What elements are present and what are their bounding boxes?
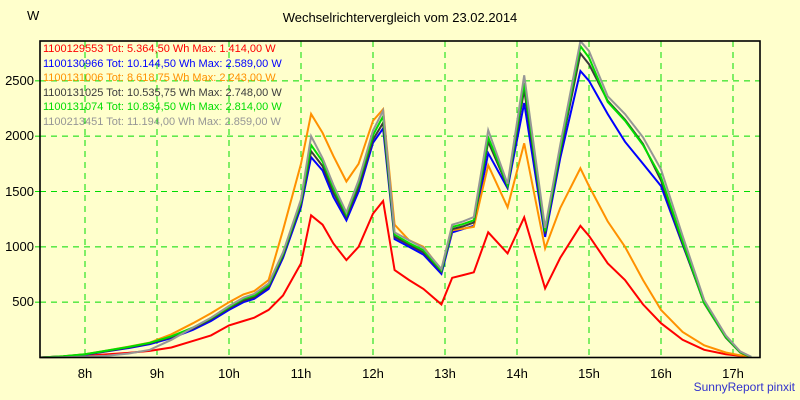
x-axis-tick-label: 10h (218, 366, 240, 381)
series-line-1100213451 (40, 40, 752, 359)
legend: 1100129553 Tot: 5.364,50 Wh Max: 1.414,0… (43, 42, 282, 130)
x-axis-tick-label: 11h (290, 366, 312, 381)
legend-entry: 1100213451 Tot: 11.194,00 Wh Max: 2.859,… (43, 115, 281, 128)
y-axis-tick-label: 500 (12, 294, 34, 310)
x-axis-tick-label: 15h (578, 366, 600, 381)
y-axis-unit-label: W (27, 8, 40, 23)
x-axis-tick-label: 8h (77, 366, 93, 381)
chart-title: Wechselrichtervergleich vom 23.02.2014 (282, 10, 518, 25)
x-axis-tick-label: 17h (722, 366, 744, 381)
watermark-credit: SunnyReport pinxit (693, 380, 795, 394)
y-axis-tick-label: 2500 (5, 72, 34, 88)
x-axis-tick-label: 16h (650, 366, 672, 381)
x-axis-tick-label: 12h (362, 366, 384, 381)
plot-border (39, 40, 761, 359)
x-axis-tick-label: 13h (434, 366, 456, 381)
legend-entry: 1100130966 Tot: 10.144,50 Wh Max: 2.589,… (43, 57, 282, 70)
legend-entry: 1100131074 Tot: 10.834,50 Wh Max: 2.814,… (43, 101, 282, 114)
y-axis-tick-label: 2000 (5, 128, 34, 144)
legend-entry: 1100129553 Tot: 5.364,50 Wh Max: 1.414,0… (43, 43, 276, 55)
legend-entry: 1100131006 Tot: 8.618,75 Wh Max: 2.243,0… (43, 72, 276, 85)
legend-entry: 1100131025 Tot: 10.535,75 Wh Max: 2.748,… (43, 86, 282, 99)
series-line-1100130966 (40, 68, 752, 359)
series-line-1100129553 (40, 198, 752, 359)
x-axis-tick-label: 9h (149, 366, 165, 381)
y-axis-tick-label: 1000 (5, 238, 34, 254)
x-axis-tick-label: 14h (506, 366, 528, 381)
y-axis-tick-label: 1500 (5, 183, 34, 199)
